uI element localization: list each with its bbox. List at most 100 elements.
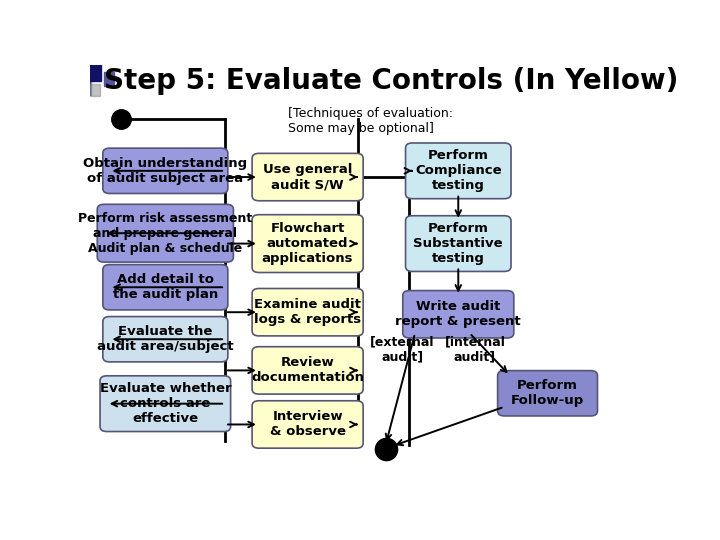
Bar: [90, 65, 93, 96]
Bar: [91, 65, 94, 96]
Bar: [90, 65, 93, 96]
Bar: [92, 65, 95, 96]
FancyBboxPatch shape: [252, 288, 363, 336]
Bar: [92, 65, 95, 96]
Bar: [91, 65, 94, 96]
Bar: [91, 65, 94, 96]
Bar: [91, 65, 93, 96]
Bar: [91, 65, 94, 96]
Bar: [91, 65, 94, 96]
Text: Evaluate whether
controls are
effective: Evaluate whether controls are effective: [99, 382, 231, 425]
Bar: [92, 65, 95, 96]
Bar: [91, 65, 93, 96]
Bar: [92, 65, 95, 96]
Bar: [91, 65, 94, 96]
Bar: [93, 65, 95, 96]
Text: Interview
& observe: Interview & observe: [269, 410, 346, 438]
Bar: [91, 65, 94, 96]
Bar: [91, 65, 94, 96]
Bar: [92, 65, 95, 96]
Bar: [91, 65, 94, 96]
Bar: [91, 65, 94, 96]
Text: Flowchart
automated
applications: Flowchart automated applications: [262, 222, 354, 265]
Bar: [91, 65, 94, 96]
Bar: [92, 65, 95, 96]
Text: Add detail to
the audit plan: Add detail to the audit plan: [113, 273, 218, 301]
Bar: [93, 65, 96, 96]
Bar: [90, 65, 93, 96]
FancyBboxPatch shape: [100, 376, 230, 431]
Bar: [91, 65, 94, 96]
Bar: [91, 65, 94, 96]
Bar: [91, 65, 94, 96]
Text: Step 5: Evaluate Controls (In Yellow): Step 5: Evaluate Controls (In Yellow): [104, 68, 678, 96]
Text: [Techniques of evaluation:
Some may be optional]: [Techniques of evaluation: Some may be o…: [288, 107, 453, 135]
Bar: [91, 65, 94, 96]
Bar: [92, 65, 95, 96]
Bar: [91, 65, 94, 96]
Bar: [90, 65, 93, 96]
Bar: [92, 65, 95, 96]
Bar: [92, 65, 95, 96]
Bar: [93, 65, 96, 96]
Bar: [90, 65, 93, 96]
Bar: [91, 65, 93, 96]
Bar: [90, 65, 93, 96]
Bar: [91, 65, 94, 96]
Bar: [90, 65, 93, 96]
Bar: [91, 65, 94, 96]
Bar: [91, 65, 94, 96]
Bar: [91, 65, 94, 96]
Bar: [93, 65, 95, 96]
Bar: [92, 65, 95, 96]
Bar: [91, 65, 94, 96]
Bar: [92, 65, 95, 96]
Bar: [90, 65, 93, 96]
Bar: [91, 65, 94, 96]
Bar: [92, 65, 95, 96]
Bar: [91, 65, 94, 96]
FancyBboxPatch shape: [498, 370, 598, 416]
FancyBboxPatch shape: [252, 401, 363, 448]
Bar: [92, 65, 95, 96]
Bar: [91, 65, 94, 96]
FancyBboxPatch shape: [402, 291, 514, 338]
Bar: [92, 65, 95, 96]
Bar: [92, 65, 95, 96]
Bar: [91, 65, 94, 96]
Bar: [91, 65, 94, 96]
Bar: [91, 65, 94, 96]
Bar: [90, 65, 93, 96]
Bar: [92, 65, 95, 96]
Bar: [90, 65, 93, 96]
FancyBboxPatch shape: [252, 347, 363, 394]
Bar: [91, 65, 94, 96]
Bar: [92, 65, 95, 96]
Bar: [91, 65, 94, 96]
Bar: [92, 65, 95, 96]
Bar: [91, 65, 94, 96]
Bar: [91, 65, 94, 96]
Bar: [92, 65, 95, 96]
Bar: [93, 65, 95, 96]
Bar: [90, 65, 93, 96]
Bar: [91, 65, 94, 96]
Bar: [92, 65, 95, 96]
Bar: [91, 65, 94, 96]
Bar: [93, 65, 96, 96]
Bar: [93, 65, 95, 96]
Bar: [90, 65, 93, 96]
Bar: [91, 65, 94, 96]
Bar: [92, 65, 94, 96]
Bar: [91, 65, 94, 96]
Bar: [91, 65, 94, 96]
Bar: [92, 65, 94, 96]
Text: Use general
audit S/W: Use general audit S/W: [263, 163, 352, 191]
Bar: [91, 65, 94, 96]
Bar: [91, 65, 94, 96]
Text: Perform risk assessment
and prepare general
Audit plan & schedule: Perform risk assessment and prepare gene…: [78, 212, 253, 255]
Bar: [93, 65, 96, 96]
Bar: [91, 65, 94, 96]
Bar: [92, 65, 95, 96]
Bar: [91, 65, 94, 96]
